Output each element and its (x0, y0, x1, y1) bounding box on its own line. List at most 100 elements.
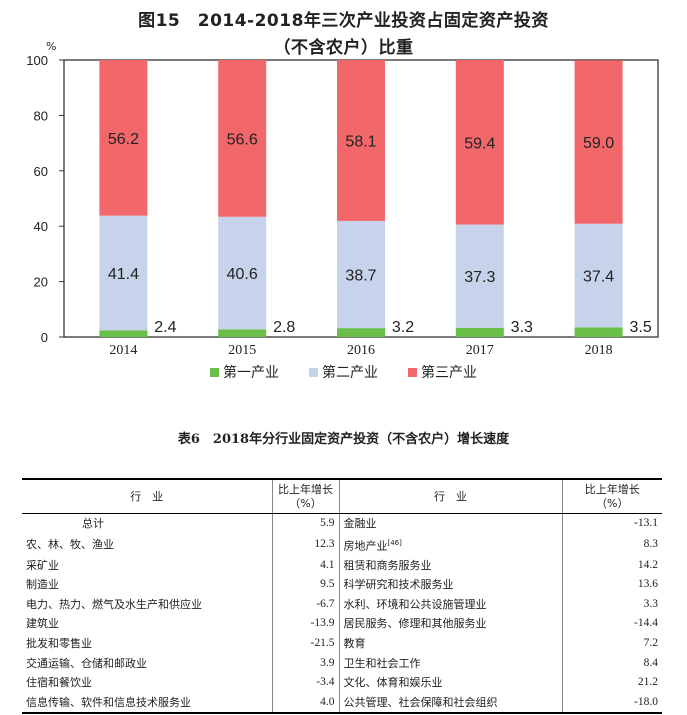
bar-tertiary-industry (574, 60, 623, 224)
industry-growth-table: 行 业 比上年增长 （%） 行 业 比上年增长 （%） 总计 5.9 金融业 -13.… (22, 478, 662, 714)
value-label-tertiary: 56.6 (227, 131, 258, 148)
row-industry-right: 公共管理、社会保障和社会组织 (339, 692, 563, 714)
row-industry-left: 农、林、牧、渔业 (22, 533, 273, 556)
row-industry-right-label: 金融业 (343, 517, 377, 531)
value-label-tertiary: 59.0 (583, 135, 614, 152)
row-growth-right: -14.4 (634, 617, 658, 630)
bar-secondary-industry (455, 224, 504, 328)
row-growth-left: 12.3 (272, 533, 340, 556)
row-industry-right-label: 房地产业 (343, 539, 388, 553)
row-growth-right: -18.0 (562, 692, 662, 714)
row-industry-right-label: 公共管理、社会保障和社会组织 (343, 695, 498, 709)
x-tick-label: 2015 (228, 343, 256, 358)
y-tick-label: 20 (34, 275, 48, 290)
x-tick-label: 2018 (585, 343, 613, 358)
row-growth-right: 8.4 (643, 656, 658, 669)
x-tick-label: 2014 (109, 343, 137, 358)
table-row: 信息传输、软件和信息技术服务业 4.0 公共管理、社会保障和社会组织 -18.0 (22, 692, 662, 714)
y-tick-label: 80 (34, 108, 48, 123)
y-tick-label: 100 (26, 53, 48, 68)
value-label-primary: 3.2 (392, 319, 414, 336)
row-industry-right-label: 居民服务、修理和其他服务业 (343, 617, 487, 631)
header-industry-right: 行 业 (339, 478, 563, 514)
row-industry-right-label: 教育 (343, 636, 366, 650)
header-growth-left-line2: （%） (289, 496, 322, 510)
row-industry-left: 建筑业 (22, 614, 273, 634)
bar-secondary-industry (218, 216, 267, 330)
row-industry-left: 批发和零售业 (22, 633, 273, 654)
y-tick-label: 40 (34, 219, 48, 234)
row-industry-right: 卫生和社会工作 (339, 653, 563, 673)
bar-tertiary-industry (99, 60, 148, 216)
value-label-secondary: 37.4 (583, 269, 614, 286)
legend-label-tertiary: 第三产业 (421, 365, 477, 381)
row-industry-right: 文化、体育和娱乐业 (339, 672, 563, 693)
footnote-ref: [46] (387, 538, 402, 547)
y-tick-label: 0 (41, 330, 48, 345)
row-industry-right-label: 水利、环境和公共设施管理业 (343, 597, 487, 611)
header-growth-right-line1: 比上年增长 (584, 482, 640, 496)
row-industry-right-label: 卫生和社会工作 (343, 656, 421, 670)
row-industry-right: 租赁和商务服务业 (339, 555, 563, 575)
row-growth-left: 9.5 (272, 574, 340, 595)
bar-secondary-industry (574, 223, 623, 328)
row-industry-right-label: 科学研究和技术服务业 (343, 578, 454, 592)
x-tick-label: 2016 (347, 343, 375, 358)
bar-tertiary-industry (455, 60, 504, 225)
legend-item-secondary: 第二产业 (309, 362, 378, 382)
value-label-secondary: 37.3 (464, 269, 495, 286)
table-row: 电力、热力、燃气及水生产和供应业 -6.7 水利、环境和公共设施管理业 3.3 (22, 594, 662, 615)
table-title: 表6 2018年分行业固定资产投资（不含农户）增长速度 (177, 432, 510, 447)
row-industry-left: 总计 (22, 513, 273, 534)
row-industry-left: 制造业 (22, 574, 273, 595)
value-label-secondary: 41.4 (108, 266, 139, 283)
row-growth-left: -3.4 (272, 672, 340, 693)
row-industry-right: 水利、环境和公共设施管理业 (339, 594, 563, 615)
y-axis-unit: % (46, 40, 56, 53)
row-industry-right: 教育 (339, 633, 563, 654)
row-industry-left: 信息传输、软件和信息技术服务业 (22, 692, 273, 714)
legend-item-primary: 第一产业 (210, 362, 279, 382)
row-growth-right: 3.3 (643, 597, 658, 610)
stacked-bar-chart: % 0 20 40 60 80 100 2.4 41.4 56.2 2.8 40.6 56.6 3.2… (26, 40, 659, 358)
legend-label-primary: 第一产业 (223, 365, 279, 381)
bar-primary-industry (455, 327, 504, 337)
table-row: 交通运输、仓储和邮政业 3.9 卫生和社会工作 8.4 (22, 653, 662, 673)
legend-swatch-tertiary (408, 367, 417, 377)
row-growth-left: -13.9 (272, 614, 340, 634)
value-label-secondary: 38.7 (345, 268, 376, 285)
bar-primary-industry (99, 330, 148, 337)
table-row: 采矿业 4.1 租赁和商务服务业 14.2 (22, 555, 662, 575)
table-row: 住宿和餐饮业 -3.4 文化、体育和娱乐业 21.2 (22, 672, 662, 693)
row-industry-right: 金融业 (339, 513, 563, 534)
value-label-tertiary: 59.4 (464, 135, 495, 152)
row-industry-right: 居民服务、修理和其他服务业 (339, 614, 563, 634)
row-growth-right: 8.3 (643, 537, 658, 550)
value-label-primary: 2.8 (273, 319, 295, 336)
row-growth-right: -13.1 (634, 517, 658, 530)
value-label-primary: 3.5 (629, 319, 651, 336)
bar-primary-industry (574, 327, 623, 337)
bar-secondary-industry (337, 220, 385, 329)
table-row: 总计 5.9 金融业 -13.1 (22, 513, 662, 534)
bar-tertiary-industry (337, 60, 385, 221)
header-growth-left-line1: 比上年增长 (278, 482, 333, 496)
x-tick-label: 2017 (466, 343, 494, 358)
value-label-primary: 2.4 (154, 319, 176, 336)
row-industry-left: 交通运输、仓储和邮政业 (22, 653, 273, 673)
row-industry-left: 电力、热力、燃气及水生产和供应业 (22, 594, 273, 615)
row-growth-left: 3.9 (272, 653, 340, 673)
value-label-secondary: 40.6 (227, 266, 258, 283)
bar-tertiary-industry (218, 60, 267, 217)
row-growth-right: 14.2 (637, 558, 658, 571)
header-growth-left: 比上年增长 （%） (272, 478, 340, 514)
row-growth-right: 13.6 (637, 578, 658, 591)
header-growth-right: 比上年增长 （%） (562, 478, 662, 514)
chart-legend: 第一产业 第二产业 第三产业 (0, 362, 687, 382)
row-growth-left: 4.1 (272, 555, 340, 575)
table-row: 制造业 9.5 科学研究和技术服务业 13.6 (22, 574, 662, 595)
row-industry-left: 采矿业 (22, 555, 273, 575)
chart-title-line1: 图15 2014-2018年三次产业投资占固定资产投资 (138, 11, 549, 31)
value-label-tertiary: 56.2 (108, 131, 139, 148)
value-label-tertiary: 58.1 (345, 133, 376, 150)
